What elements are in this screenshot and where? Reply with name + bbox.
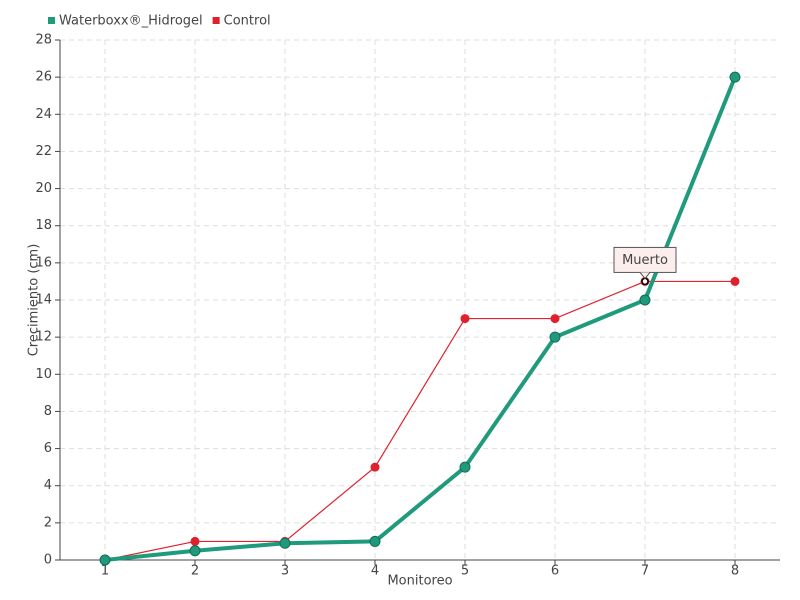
legend-label: Control (224, 14, 271, 29)
y-tick-label: 22 (35, 144, 52, 159)
x-tick-label: 6 (551, 564, 559, 579)
point (459, 461, 471, 473)
point (99, 554, 111, 566)
x-axis-label: Monitoreo (387, 574, 452, 589)
y-tick-label: 6 (44, 441, 52, 456)
x-tick-label: 3 (281, 564, 289, 579)
x-tick-label: 1 (101, 564, 109, 579)
point (550, 314, 560, 324)
y-tick-label: 8 (44, 404, 52, 419)
legend-swatch (212, 17, 220, 24)
legend-label: Waterboxx®_Hidrogel (59, 14, 203, 29)
x-tick-label: 8 (731, 564, 739, 579)
point (369, 535, 381, 547)
y-tick-label: 4 (44, 478, 52, 493)
annotation: Muerto (613, 246, 677, 280)
point (460, 314, 470, 324)
y-tick-label: 24 (35, 107, 52, 122)
series-line (104, 280, 735, 561)
annotation-pointer (639, 272, 651, 280)
y-tick-label: 14 (35, 293, 52, 308)
legend-swatch (48, 17, 55, 24)
point (639, 294, 651, 306)
y-tick-label: 10 (35, 367, 52, 382)
point (189, 545, 201, 557)
y-tick-label: 16 (35, 255, 52, 270)
y-tick-label: 12 (35, 330, 52, 345)
point (730, 276, 740, 286)
series-line (104, 76, 737, 562)
x-tick-label: 2 (191, 564, 199, 579)
x-tick-label: 7 (641, 564, 649, 579)
y-tick-label: 18 (35, 218, 52, 233)
x-tick-label: 4 (371, 564, 379, 579)
x-tick-label: 5 (461, 564, 469, 579)
y-tick-label: 20 (35, 181, 52, 196)
annotated-point (641, 277, 649, 286)
point (190, 536, 200, 546)
annotation-box (613, 246, 677, 273)
y-tick-label: 26 (35, 70, 52, 85)
y-tick-label: 28 (35, 33, 52, 48)
point (729, 71, 741, 83)
point (370, 462, 380, 472)
y-tick-label: 2 (44, 515, 52, 530)
annotation-text: Muerto (622, 253, 668, 268)
point (279, 537, 291, 549)
y-tick-label: 0 (44, 553, 52, 568)
point (549, 331, 561, 343)
y-axis-label: Crecimiento (cm) (27, 244, 42, 357)
